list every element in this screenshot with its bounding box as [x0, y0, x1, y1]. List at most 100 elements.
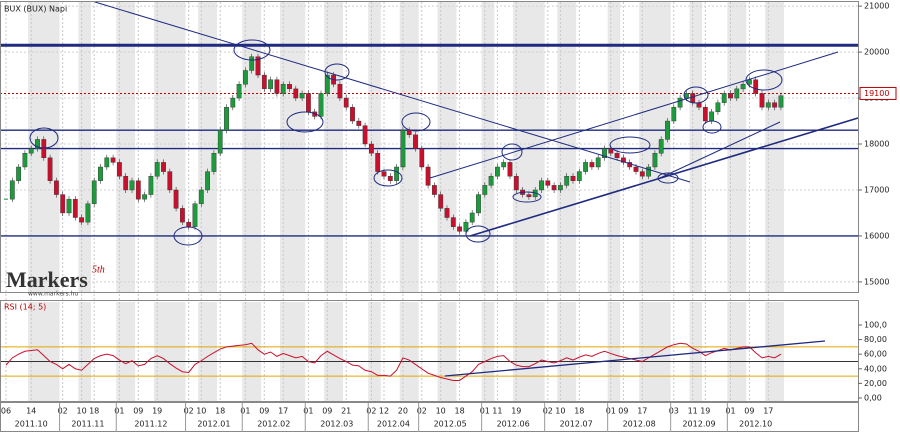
- highlight: [702, 120, 722, 134]
- shade-band: [368, 302, 381, 402]
- candle: [740, 84, 746, 90]
- y-tick-label: 18000: [864, 140, 889, 149]
- rsi-tick-label: 40,00: [864, 364, 887, 373]
- candle: [432, 185, 437, 195]
- candle: [765, 102, 771, 108]
- candle: [665, 120, 670, 140]
- candle: [413, 134, 418, 149]
- highlight: [29, 127, 59, 149]
- candle: [66, 198, 72, 214]
- marks: [4, 53, 784, 381]
- highlight: [512, 191, 542, 203]
- candle: [482, 185, 488, 195]
- x-tick-label: 09: [259, 407, 269, 416]
- x-tick-label: 19: [152, 407, 162, 416]
- candle: [476, 194, 481, 214]
- month-label: 2012.10: [739, 420, 772, 429]
- x-tick-label: 01: [114, 407, 124, 416]
- candle: [230, 97, 236, 108]
- candle: [28, 148, 34, 154]
- rsi-panel: [0, 300, 859, 402]
- candle: [54, 180, 59, 195]
- candle: [255, 56, 261, 76]
- trendline: [429, 51, 839, 179]
- month-label: 2011.11: [71, 420, 104, 429]
- candle: [513, 175, 519, 191]
- highlight: [609, 136, 651, 154]
- shade-band: [481, 302, 495, 402]
- x-tick-label: 10: [196, 407, 206, 416]
- candle: [211, 153, 217, 172]
- candle: [702, 107, 708, 122]
- candle: [450, 217, 456, 227]
- highlight: [657, 172, 679, 184]
- candle: [772, 102, 778, 108]
- highlights: [29, 39, 783, 246]
- candle: [167, 171, 173, 191]
- candle: [306, 93, 311, 113]
- month-label: 2012.05: [434, 420, 467, 429]
- candle: [148, 175, 154, 195]
- last-level-box: [859, 86, 897, 100]
- candle: [438, 194, 444, 209]
- month-label: 2012.06: [497, 420, 530, 429]
- candle: [507, 162, 513, 177]
- candle: [22, 153, 28, 168]
- candle: [576, 171, 582, 181]
- candle: [495, 166, 500, 177]
- candle: [343, 97, 349, 108]
- candle: [16, 166, 21, 181]
- y-tick-label: 17000: [864, 185, 889, 194]
- candle: [198, 189, 204, 204]
- candle: [104, 157, 110, 168]
- candle: [268, 79, 273, 90]
- x-tick-label: 11: [688, 407, 698, 416]
- candle: [98, 166, 103, 181]
- candle: [362, 125, 368, 145]
- candle: [261, 74, 267, 90]
- y-tick-label: 15000: [864, 277, 889, 286]
- rsi-tick-label: 80,00: [864, 335, 887, 344]
- x-tick-label: 10: [436, 407, 446, 416]
- candle: [91, 180, 97, 204]
- shade-band: [513, 302, 545, 402]
- x-tick-label: 17: [637, 407, 647, 416]
- candle: [135, 180, 141, 200]
- candle: [658, 139, 664, 154]
- rsi-title: RSI (14; 5): [4, 303, 46, 312]
- shade-band: [437, 302, 457, 402]
- candle: [652, 153, 658, 168]
- candle: [142, 194, 147, 200]
- x-tick-label: 02: [366, 407, 376, 416]
- shade-band: [28, 302, 60, 402]
- candle: [570, 175, 576, 181]
- candle: [47, 157, 53, 181]
- rsi-tick-label: 20,00: [864, 379, 887, 388]
- rsi-tick-label: 0,00: [864, 393, 882, 402]
- month-label: 2012.04: [377, 420, 410, 429]
- candle: [457, 226, 462, 232]
- candle: [400, 130, 406, 168]
- shade-band: [639, 2, 671, 292]
- candle: [35, 139, 40, 149]
- candle: [734, 88, 740, 99]
- candle: [129, 180, 135, 191]
- highlight: [286, 111, 324, 133]
- candle: [639, 171, 645, 177]
- shade-band: [557, 302, 577, 402]
- shade-band: [639, 302, 671, 402]
- x-tick-label: 09: [744, 407, 754, 416]
- grid: [0, 2, 858, 402]
- candle: [9, 180, 15, 200]
- x-tick-label: 01: [606, 407, 616, 416]
- shade-band: [154, 302, 186, 402]
- x-tick-label: 02: [58, 407, 68, 416]
- candle: [728, 93, 733, 99]
- candle: [375, 153, 381, 172]
- x-tick-label: 09: [618, 407, 628, 416]
- candle: [280, 84, 286, 94]
- candle: [488, 175, 494, 186]
- highlight: [324, 63, 350, 81]
- shade-band: [116, 2, 136, 292]
- x-tick-label: 01: [303, 407, 313, 416]
